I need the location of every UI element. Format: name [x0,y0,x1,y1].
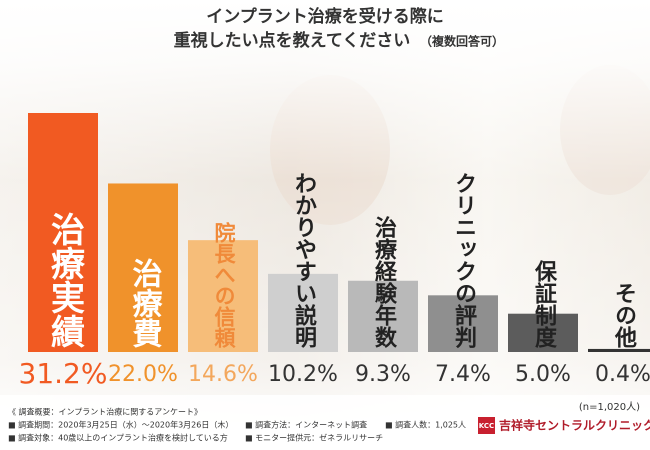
value-label: 31.2% [19,357,108,390]
value-label: 22.0% [108,362,178,387]
bar [28,113,98,352]
footer-heading: 《 調査概要：インプラント治療に関するアンケート》 [8,407,202,417]
category-label: その他 [611,282,638,348]
chart-title: 重視したい点を教えてください [174,30,411,51]
bar [508,313,578,352]
category-label: 治療費 [127,258,163,348]
value-label: 5.0% [515,362,571,387]
footer-item: ■ 調査対象：40歳以上のインプラント治療を検討している方 [8,433,228,443]
chart-title: インプラント治療を受ける際に [206,6,444,27]
category-label: クリニックの評判 [451,172,477,349]
value-label: 0.4% [595,362,650,387]
category-label: 治療経験年数 [371,215,397,349]
category-label: 治療実績 [45,212,85,348]
category-label: 保証制度 [531,260,558,349]
footer-band [0,395,650,450]
bar [428,295,498,352]
footer-item: ■ 調査方法：インターネット調査 [245,420,367,430]
footer-item: ■ モニター提供元：ゼネラルリサーチ [245,433,383,443]
logo-text: 吉祥寺セントラルクリニック [499,418,650,433]
footer-item: ■ 調査期間：2020年3月25日（水）〜2020年3月26日（木） [8,420,233,430]
bar [348,280,418,352]
value-label: 9.3% [355,362,411,387]
category-label: 院長への信頼 [212,221,236,349]
bar [188,240,258,352]
bar [108,183,178,352]
chart-subtitle: （複数回答可） [420,34,504,49]
value-label: 7.4% [435,362,491,387]
bar [588,348,650,352]
value-label: 14.6% [188,362,258,387]
logo-mark: KCC [479,422,494,430]
note: (n=1,020人) [579,401,640,413]
value-label: 10.2% [268,362,338,387]
logo-box [478,417,495,434]
category-label: わかりやすい説明 [291,172,317,349]
bar [268,273,338,352]
footer-item: ■ 調査人数：1,025人 [385,420,466,430]
